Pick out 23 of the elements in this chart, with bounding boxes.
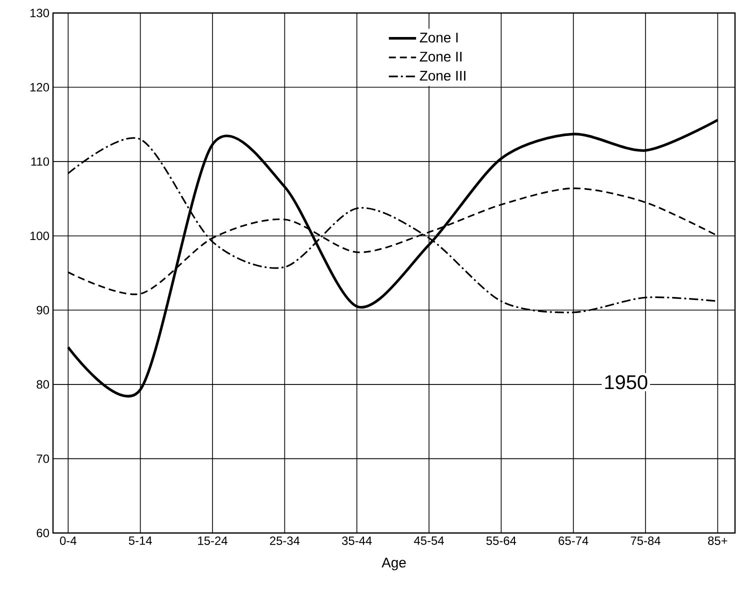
x-tick-label: 0-4 [60, 536, 76, 545]
x-tick-label: 25-34 [270, 536, 300, 545]
y-tick-label: 80 [36, 380, 50, 389]
x-tick-label: 85+ [708, 536, 728, 545]
y-tick-label: 90 [36, 306, 50, 314]
legend-label: Zone III [420, 70, 466, 81]
x-tick-label: 65-74 [558, 536, 588, 545]
x-tick-label: 15-24 [198, 536, 228, 545]
y-tick-label: 130 [30, 8, 50, 18]
x-tick-label: 45-54 [414, 536, 444, 545]
annotation: 1950 [605, 375, 648, 390]
x-tick-label: 55-64 [486, 536, 516, 545]
y-tick-label: 60 [36, 528, 50, 538]
x-axis-title: Age [382, 558, 406, 570]
x-tick-label: 5-14 [128, 536, 152, 545]
x-tick-label: 35-44 [342, 536, 372, 545]
x-tick-label: 75-84 [630, 536, 660, 545]
y-tick-label: 120 [30, 83, 50, 92]
y-tick-label: 100 [30, 232, 50, 240]
y-tick-label: 110 [31, 157, 50, 166]
y-tick-label: 70 [36, 454, 50, 463]
legend-label: Zone I [420, 32, 458, 43]
legend-label: Zone II [420, 52, 462, 62]
